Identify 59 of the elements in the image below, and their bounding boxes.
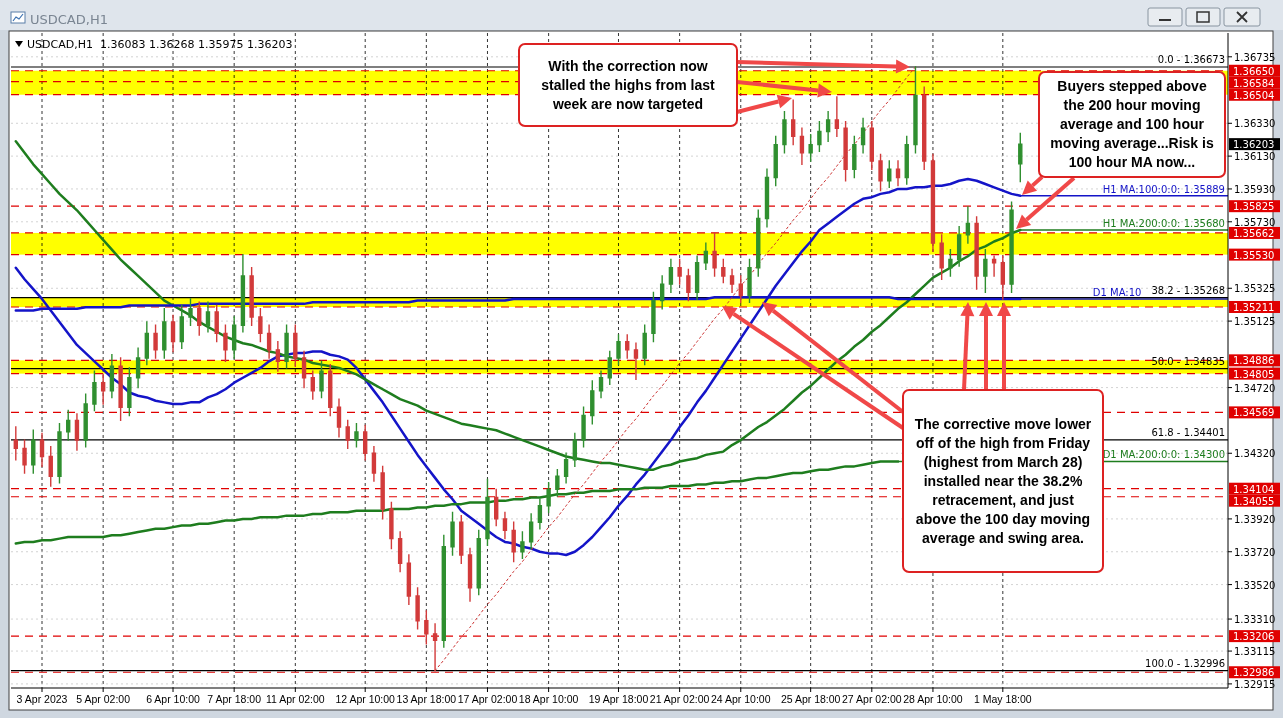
y-tick-label: 1.34320 — [1234, 448, 1276, 460]
y-tick-label: 1.33720 — [1234, 546, 1276, 558]
text: USDCAD,H1 1.36083 1.36268 1.35975 1.36203 — [27, 38, 293, 51]
annotation: 38.2 - 1.35268 — [1151, 284, 1225, 296]
y-tick-label: 1.35930 — [1234, 183, 1276, 195]
annotation: The corrective move lower off of the high from Friday (highest from March 28) installed near the 38.2% retracement, and just above the 100 day moving average and swing area. — [914, 415, 1092, 546]
x-tick-label: 11 Apr 02:00 — [265, 693, 325, 705]
ref-line-label: 1.34886 — [1233, 355, 1275, 367]
text: D1 MA:200:0:0: 1.34300 — [1102, 449, 1225, 461]
x-tick-label: 3 Apr 2023 — [16, 693, 68, 705]
y-tick-label: 1.35325 — [1234, 283, 1276, 295]
ref-line-label: 1.36650 — [1233, 65, 1275, 77]
y-tick-label: 1.36130 — [1234, 151, 1276, 163]
ref-line-label: 1.36584 — [1233, 77, 1275, 89]
ref-line-label: 1.34805 — [1233, 368, 1275, 380]
ref-line-label: 1.36504 — [1233, 89, 1275, 101]
ref-line-label: 1.34055 — [1233, 495, 1275, 507]
ref-line-label: 1.35211 — [1233, 301, 1275, 313]
x-tick-label: 19 Apr 18:00 — [588, 693, 649, 705]
text: H1 MA:200:0:0: 1.35680 — [1102, 217, 1225, 229]
y-tick-label: 1.34720 — [1234, 382, 1276, 394]
annotation: 61.8 - 1.34401 — [1151, 426, 1225, 438]
ref-line-label: 1.35530 — [1233, 249, 1275, 261]
ref-line-label: 1.35825 — [1233, 201, 1275, 213]
x-tick-label: 17 Apr 02:00 — [457, 693, 518, 705]
x-tick-label: 25 Apr 18:00 — [780, 693, 841, 705]
ref-line-label: 1.34104 — [1233, 483, 1275, 495]
text: D1 MA:10 — [1092, 286, 1142, 298]
text: Buyers stepped above the 200 hour moving average and 100 hour moving average...Risk is 100 hour MA now... — [1050, 78, 1214, 170]
text: H1 MA:100:0:0: 1.35889 — [1102, 183, 1225, 195]
y-tick-label: 1.32915 — [1234, 678, 1276, 690]
y-tick-label: 1.35125 — [1234, 316, 1276, 328]
annotation: With the correction now stalled the highs from last week are now targeted — [541, 57, 716, 112]
x-tick-label: 1 May 18:00 — [973, 693, 1032, 705]
x-tick-label: 18 Apr 10:00 — [518, 693, 579, 705]
x-tick-label: 7 Apr 18:00 — [207, 693, 262, 705]
ref-line-label: 1.35662 — [1233, 227, 1275, 239]
ref-line-label: 1.32986 — [1233, 667, 1275, 679]
ref-line-label: 1.34569 — [1233, 407, 1275, 419]
y-tick-label: 1.33520 — [1234, 579, 1276, 591]
y-tick-label: 1.35730 — [1234, 216, 1276, 228]
chart-subtitle: USDCAD,H1 — [30, 12, 108, 27]
x-tick-label: 24 Apr 10:00 — [711, 693, 771, 705]
x-tick-label: 21 Apr 02:00 — [649, 693, 710, 705]
x-tick-label: 28 Apr 10:00 — [903, 693, 963, 705]
y-tick-label: 1.33115 — [1234, 646, 1276, 658]
text: 1.36203 — [1233, 139, 1275, 151]
annotation: 0.0 - 1.36673 — [1157, 53, 1225, 65]
ref-line-label: 1.33206 — [1233, 631, 1275, 643]
y-tick-label: 1.36735 — [1234, 51, 1276, 63]
x-tick-label: 13 Apr 18:00 — [396, 693, 457, 705]
y-tick-label: 1.36330 — [1234, 118, 1276, 130]
y-tick-label: 1.33310 — [1234, 614, 1276, 626]
x-tick-label: 27 Apr 02:00 — [842, 693, 902, 705]
x-tick-label: 12 Apr 10:00 — [335, 693, 396, 705]
x-tick-label: 5 Apr 02:00 — [76, 693, 131, 705]
y-tick-label: 1.33920 — [1234, 513, 1276, 525]
x-tick-label: 6 Apr 10:00 — [146, 693, 201, 705]
annotation: 100.0 - 1.32996 — [1145, 657, 1225, 669]
